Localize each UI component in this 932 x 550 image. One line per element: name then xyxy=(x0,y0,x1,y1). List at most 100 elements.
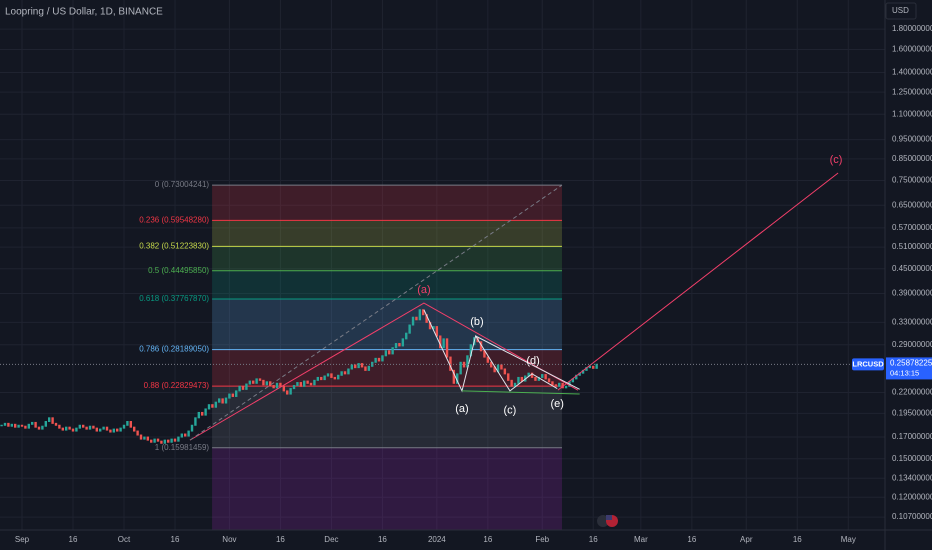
candle xyxy=(435,326,439,337)
candle xyxy=(61,427,65,431)
candle xyxy=(520,376,524,382)
fib-band xyxy=(212,185,562,221)
candle xyxy=(425,314,428,323)
bottom-icons[interactable] xyxy=(597,515,618,527)
icon xyxy=(606,515,612,520)
y-tick-label: 0.33000000 xyxy=(892,317,932,326)
candle xyxy=(466,355,469,368)
candle xyxy=(388,350,391,355)
x-tick-label: Nov xyxy=(222,535,236,544)
axis-layer: 1.80000000 1.60000000 1.40000000 1.25000000… xyxy=(15,24,932,544)
candle xyxy=(163,439,167,444)
candle xyxy=(405,332,408,340)
x-tick-label: 16 xyxy=(69,535,78,544)
wave-line xyxy=(461,390,580,395)
candle xyxy=(252,380,255,384)
candle xyxy=(303,380,306,387)
x-tick-label: 16 xyxy=(589,535,598,544)
currency-box[interactable] xyxy=(885,2,917,20)
candle xyxy=(255,378,258,384)
candle xyxy=(51,417,54,424)
candle xyxy=(456,373,459,384)
candle xyxy=(146,436,150,441)
candle xyxy=(439,335,442,349)
candle xyxy=(333,376,337,380)
candle xyxy=(184,433,187,437)
candle xyxy=(452,369,456,384)
candle xyxy=(170,438,173,443)
candle xyxy=(275,382,279,389)
x-tick-label: Apr xyxy=(740,535,753,544)
candle xyxy=(3,422,7,426)
candle xyxy=(517,376,520,384)
y-tick-label: 0.65000000 xyxy=(892,200,932,209)
candle xyxy=(292,385,296,390)
price-box xyxy=(886,357,932,380)
candle xyxy=(299,382,303,387)
candle xyxy=(527,372,530,377)
candle xyxy=(197,411,201,419)
candle xyxy=(211,404,214,408)
y-tick-label: 1.10000000 xyxy=(892,109,932,118)
candle xyxy=(581,369,585,374)
candle xyxy=(313,379,316,386)
candle xyxy=(449,356,452,371)
wave-label: (d) xyxy=(526,355,539,367)
candle xyxy=(37,426,41,430)
y-tick-label: 1.25000000 xyxy=(892,87,932,96)
candle xyxy=(177,436,180,442)
y-tick-label: 0.19500000 xyxy=(892,408,932,417)
candle xyxy=(160,440,163,444)
fib-label: 0.236 (0.59548280) xyxy=(139,215,209,224)
candle xyxy=(316,376,320,381)
candle xyxy=(201,411,204,416)
candle xyxy=(245,383,248,390)
candle xyxy=(575,374,578,380)
candle xyxy=(354,364,357,369)
candle xyxy=(296,382,299,387)
candle xyxy=(265,381,269,386)
candle xyxy=(129,421,133,428)
y-tick-label: 0.51000000 xyxy=(892,242,932,251)
y-tick-label: 0.15000000 xyxy=(892,454,932,463)
candle xyxy=(248,380,252,385)
candle xyxy=(343,371,347,375)
wave-label: (a) xyxy=(455,403,468,415)
candle xyxy=(143,436,146,440)
candle xyxy=(326,373,330,377)
fib-band xyxy=(212,270,562,300)
candle xyxy=(228,393,231,399)
candle xyxy=(235,390,238,397)
candle xyxy=(309,382,313,386)
candle xyxy=(204,408,207,416)
wave-line xyxy=(189,184,563,441)
candle xyxy=(119,427,122,432)
candle xyxy=(126,421,129,426)
candle xyxy=(54,422,58,426)
candle xyxy=(17,424,20,428)
y-tick-label: 0.10700000 xyxy=(892,512,932,521)
candle xyxy=(534,376,537,381)
candle xyxy=(88,425,92,430)
candle xyxy=(41,425,44,430)
fib-layer: 0 (0.73004241) 0.236 (0.59548280) 0.382 (0… xyxy=(139,180,562,530)
candle xyxy=(238,385,241,392)
candle xyxy=(112,428,116,433)
candle xyxy=(483,350,486,358)
candle xyxy=(544,374,547,380)
candle xyxy=(469,344,473,357)
candle xyxy=(258,378,262,381)
fib-label: 0.88 (0.22829473) xyxy=(144,381,210,390)
candle xyxy=(289,388,292,395)
candle xyxy=(224,397,228,404)
candle xyxy=(306,380,309,384)
y-tick-label: 0.17000000 xyxy=(892,432,932,441)
candle xyxy=(384,350,388,357)
candle xyxy=(428,321,432,330)
candle xyxy=(10,423,13,427)
x-tick-label: 16 xyxy=(793,535,802,544)
candle xyxy=(360,363,364,368)
candle xyxy=(44,421,48,427)
wave-line xyxy=(475,335,580,390)
